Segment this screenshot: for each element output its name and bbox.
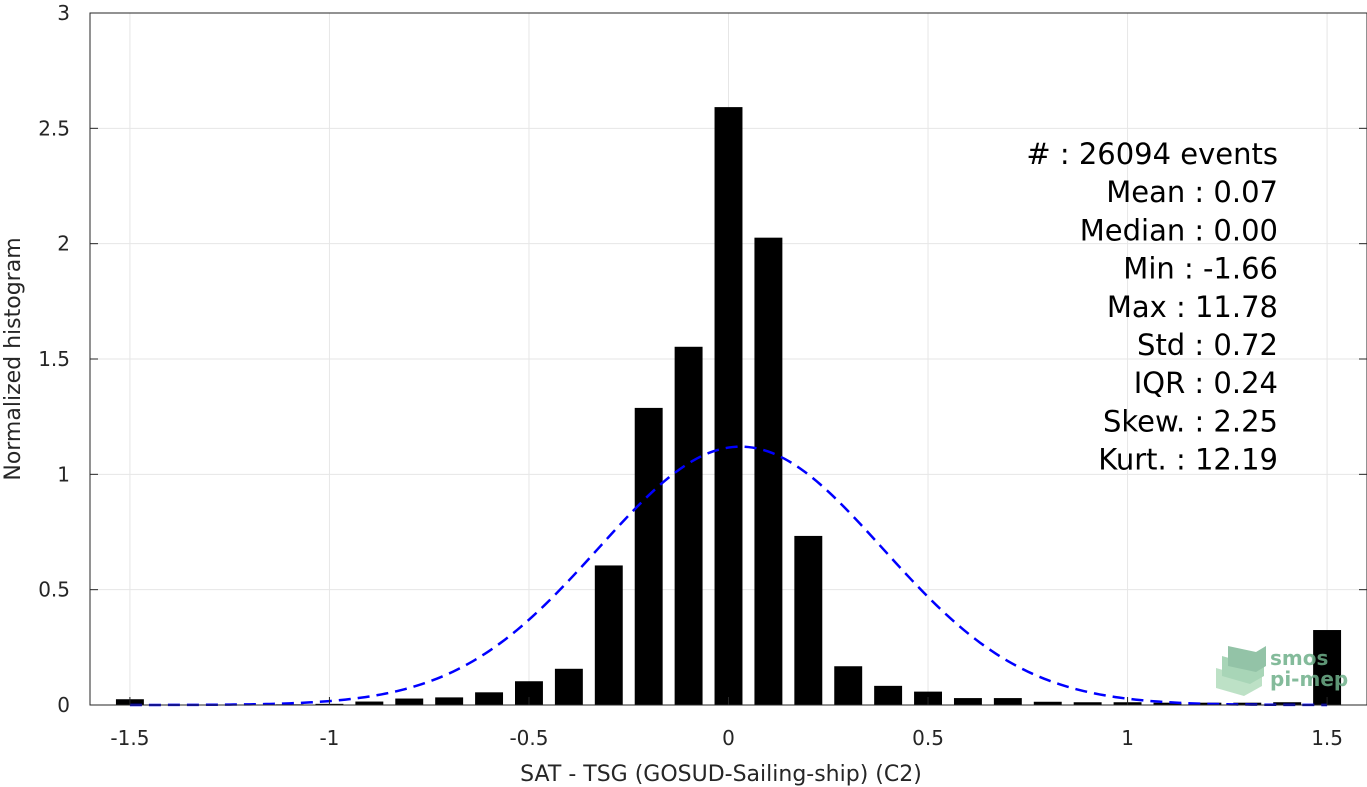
y-axis-ticks: 0 0.5 1 1.5 2 2.5 3 xyxy=(38,1,1367,717)
histogram-bar xyxy=(515,681,543,705)
logo-emblem-icon xyxy=(1216,646,1266,696)
histogram-bar xyxy=(953,698,982,705)
histogram-bar xyxy=(993,698,1022,705)
histogram-bar xyxy=(475,692,504,705)
x-tick-label: 0.5 xyxy=(912,726,944,750)
x-tick-label: -1.5 xyxy=(110,726,149,750)
y-tick-label: 0.5 xyxy=(38,578,70,602)
histogram-bar xyxy=(1153,702,1182,705)
histogram-bar xyxy=(594,565,623,705)
smos-pimep-logo: smos pi-mep xyxy=(1216,646,1348,696)
y-tick-label: 1.5 xyxy=(38,347,70,371)
logo-text-pimep: pi-mep xyxy=(1270,667,1348,691)
stats-line: Min : -1.66 xyxy=(1123,252,1278,286)
histogram-bar xyxy=(794,535,823,705)
histogram-bar xyxy=(674,346,703,705)
histogram-bar xyxy=(834,666,863,705)
histogram-bar xyxy=(554,668,583,705)
histogram-bar xyxy=(1033,701,1062,705)
y-axis-label: Normalized histogram xyxy=(1,237,26,480)
stats-line: Skew. : 2.25 xyxy=(1103,404,1278,438)
y-tick-label: 2 xyxy=(57,232,70,256)
stats-box: # : 26094 events Mean : 0.07 Median : 0.00… xyxy=(1026,137,1278,477)
histogram-bar xyxy=(1073,702,1102,705)
histogram-bar xyxy=(1313,630,1342,705)
histogram-bar xyxy=(355,701,384,705)
stats-line: Mean : 0.07 xyxy=(1106,175,1278,209)
stats-line: Median : 0.00 xyxy=(1080,213,1278,247)
histogram-bars xyxy=(115,107,1342,706)
stats-line: IQR : 0.24 xyxy=(1134,366,1278,400)
y-tick-label: 2.5 xyxy=(38,116,70,140)
histogram-bar xyxy=(874,685,903,705)
logo-text-smos: smos xyxy=(1270,646,1328,670)
y-tick-label: 1 xyxy=(57,462,70,486)
histogram-bar xyxy=(634,407,663,705)
x-tick-label: 1.5 xyxy=(1311,726,1343,750)
stats-line: Kurt. : 12.19 xyxy=(1098,443,1278,477)
x-axis-label: SAT - TSG (GOSUD-Sailing-ship) (C2) xyxy=(520,762,922,787)
histogram-bar xyxy=(435,697,464,705)
x-axis-ticks: -1.5 -1 -0.5 0 0.5 1 1.5 xyxy=(110,697,1343,750)
stats-line: Std : 0.72 xyxy=(1137,328,1278,362)
x-tick-label: -1 xyxy=(319,726,339,750)
y-tick-label: 0 xyxy=(57,693,70,717)
stats-line: Max : 11.78 xyxy=(1107,290,1278,324)
x-tick-label: 0 xyxy=(722,726,735,750)
histogram-bar xyxy=(754,237,783,706)
y-tick-label: 3 xyxy=(57,1,70,25)
x-tick-label: 1 xyxy=(1121,726,1134,750)
histogram-bar xyxy=(714,107,743,705)
stats-line: # : 26094 events xyxy=(1026,137,1278,171)
x-tick-label: -0.5 xyxy=(509,726,548,750)
histogram-bar xyxy=(395,698,424,705)
